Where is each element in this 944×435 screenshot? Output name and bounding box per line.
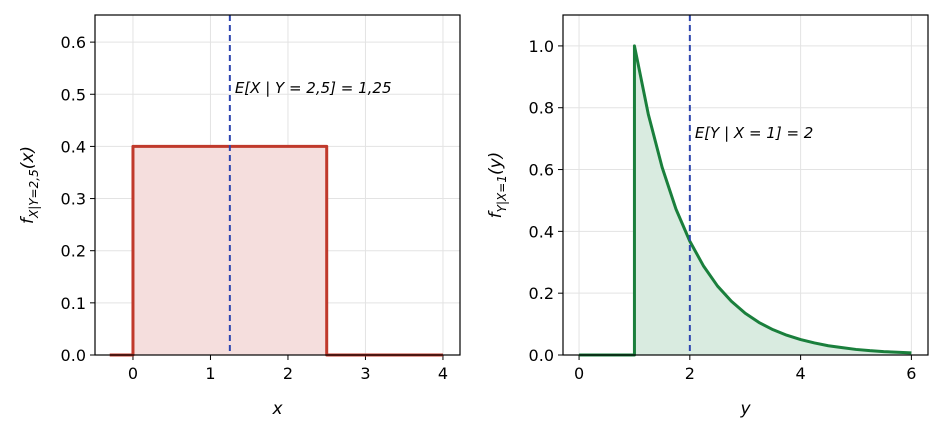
area (109, 146, 443, 355)
x-tick-label: 6 (906, 364, 916, 383)
y-label-sub: X|Y=2,5 (27, 169, 41, 219)
y-tick-label: 0.6 (61, 33, 86, 52)
line (579, 44, 912, 357)
y-label-base: f (486, 209, 506, 218)
plot-frame (562, 14, 929, 356)
y-tick-label: 1.0 (529, 37, 554, 56)
x-tick-label: 2 (685, 364, 695, 383)
y-axis-label: fY|X=1(y) (486, 152, 509, 219)
x-tick-label: 1 (205, 364, 215, 383)
annotation: E[X | Y = 2,5] = 1,25 (235, 79, 392, 97)
x-axis-label: x (271, 399, 283, 419)
y-label-base: f (18, 215, 38, 224)
y-tick-label: 0.4 (529, 222, 554, 241)
y-label-sub: Y|X=1 (495, 175, 509, 212)
y-tick-label: 0.4 (61, 137, 86, 156)
x-tick-label: 0 (574, 364, 584, 383)
y-tick-label: 0.3 (61, 190, 86, 209)
subplot: 0 1 2 3 4 0.0 0.1 0.2 0.3 0.4 0.5 0.6 E[X | Y = 2,5]… (18, 14, 461, 419)
x-tick-label: 0 (128, 364, 138, 383)
x-tick-label: 3 (360, 364, 370, 383)
x-tick-label: 2 (283, 364, 293, 383)
y-tick-label: 0.2 (61, 242, 86, 261)
y-tick-label: 0.6 (529, 161, 554, 180)
y-tick-label: 0.5 (61, 85, 86, 104)
annotation: E[Y | X = 1] = 2 (695, 124, 814, 142)
y-tick-label: 0.0 (529, 346, 554, 365)
subplot: 0 2 4 6 0.0 0.2 0.4 0.6 0.8 1.0 E[Y | X = 1] = 2 y f… (486, 14, 929, 419)
y-tick-label: 0.0 (61, 346, 86, 365)
area (579, 45, 912, 356)
y-tick-label: 0.8 (529, 99, 554, 118)
y-tick-label: 0.2 (529, 284, 554, 303)
x-axis-label: y (739, 399, 751, 419)
plot-frame (94, 14, 461, 356)
y-label-arg: (y) (486, 152, 506, 175)
y-axis-label: fX|Y=2,5(x) (18, 146, 41, 224)
x-tick-label: 4 (796, 364, 806, 383)
y-tick-label: 0.1 (61, 294, 86, 313)
x-tick-label: 4 (438, 364, 448, 383)
y-label-arg: (x) (18, 146, 38, 169)
